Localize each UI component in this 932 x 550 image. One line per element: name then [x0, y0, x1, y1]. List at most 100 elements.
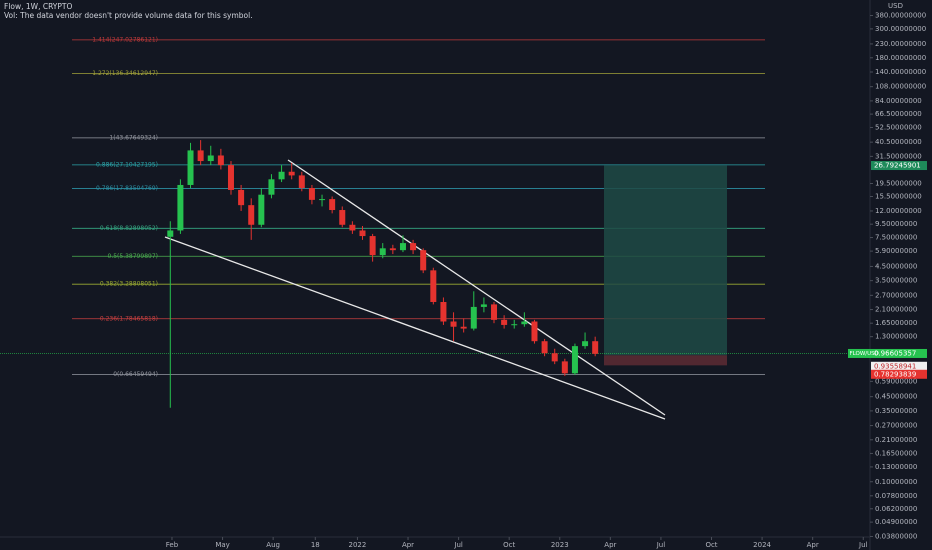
x-tick-label: Apr	[402, 541, 414, 549]
fib-label: 1.272(136.34612947)	[92, 70, 158, 77]
fib-label: 1.414(247.02786121)	[92, 36, 158, 43]
y-tick-label: 0.21000000	[875, 436, 917, 444]
fib-label: 0.786(17.83504769)	[96, 185, 158, 192]
candle-body	[298, 175, 305, 189]
candle-body	[177, 184, 184, 231]
profit-zone	[604, 165, 727, 356]
y-tick-label: 380.00000000	[875, 12, 926, 20]
y-tick-label: 3.50000000	[875, 277, 917, 285]
candle-body	[268, 179, 275, 195]
position-group	[0, 165, 870, 366]
candle-body	[440, 301, 447, 322]
candle-body	[359, 230, 366, 237]
y-tick-label: 180.00000000	[875, 54, 926, 62]
y-tick-label: 0.35000000	[875, 407, 917, 415]
y-tick-label: 0.45000000	[875, 393, 917, 401]
y-tick-label: 140.00000000	[875, 68, 926, 76]
current-price-label: 0.96605357	[874, 349, 916, 357]
trend-line	[287, 159, 666, 416]
y-tick-label: 40.50000000	[875, 138, 922, 146]
x-tick-label: Jul	[453, 541, 463, 549]
y-tick-label: 15.50000000	[875, 192, 922, 200]
x-tick-label: Jul	[656, 541, 666, 549]
x-tick-label: 2022	[349, 541, 367, 549]
x-tick-label: May	[215, 541, 229, 549]
y-tick-label: 4.50000000	[875, 262, 917, 270]
y-tick-label: 0.03800000	[875, 532, 917, 540]
x-tick-label: Feb	[166, 541, 179, 549]
candle-body	[420, 250, 427, 271]
stop-label: 0.78293839	[874, 370, 916, 378]
y-tick-label: 9.50000000	[875, 220, 917, 228]
y-tick-label: 1.30000000	[875, 333, 917, 341]
x-tick-label: Apr	[604, 541, 616, 549]
y-tick-label: 0.59000000	[875, 377, 917, 385]
y-tick-label: 300.00000000	[875, 25, 926, 33]
y-tick-label: 66.50000000	[875, 110, 922, 118]
y-tick-label: 0.04900000	[875, 518, 917, 526]
candle-body	[521, 321, 528, 325]
y-tick-label: 0.13000000	[875, 463, 917, 471]
y-tick-label: 0.10000000	[875, 478, 917, 486]
candle-body	[187, 150, 194, 185]
target-label-box	[871, 161, 927, 171]
x-tick-label: Aug	[266, 541, 280, 549]
candle-body	[460, 326, 467, 329]
x-tick-label: Oct	[503, 541, 515, 549]
fib-label: 0(0.66459494)	[113, 371, 158, 378]
candle-body	[480, 304, 487, 307]
candle-body	[349, 224, 356, 231]
entry-label: 0.93558941	[874, 362, 916, 370]
fib-label: 0.5(5.38799897)	[108, 253, 159, 260]
current-price-label-box	[871, 348, 927, 358]
candle-body	[410, 243, 417, 251]
candle-body	[207, 155, 214, 162]
candle-body	[329, 199, 336, 211]
candle-body	[227, 165, 234, 190]
candle-body	[561, 361, 568, 374]
fib-label: 0.886(27.10427195)	[96, 161, 158, 168]
y-tick-label: 108.00000000	[875, 83, 926, 91]
candle-body	[501, 319, 508, 325]
y-tick-label: 5.90000000	[875, 247, 917, 255]
target-label: 26.79245901	[874, 162, 921, 170]
x-tick-label: Jul	[858, 541, 868, 549]
chart-title: Flow, 1W, CRYPTO	[4, 2, 72, 11]
y-tick-label: 31.50000000	[875, 152, 922, 160]
y-tick-label: 0.16500000	[875, 449, 917, 457]
candle-body	[491, 304, 498, 320]
y-tick-label: 19.50000000	[875, 180, 922, 188]
candle-body	[541, 341, 548, 354]
symbol-label: FLOW/USD	[850, 351, 879, 357]
candle-body	[278, 171, 285, 180]
axes: 380.00000000300.00000000230.00000000180.…	[166, 12, 927, 549]
candle-body	[511, 324, 518, 326]
candle-body	[582, 341, 589, 347]
y-tick-label: 2.10000000	[875, 306, 917, 314]
candle-body	[339, 210, 346, 225]
candle-body	[551, 353, 558, 362]
x-tick-label: 2024	[753, 541, 771, 549]
y-tick-label: 7.50000000	[875, 234, 917, 242]
y-tick-label: 0.06200000	[875, 505, 917, 513]
x-tick-label: Oct	[705, 541, 717, 549]
candle-body	[571, 346, 578, 374]
candle-body	[450, 321, 457, 327]
candle-body	[308, 188, 315, 200]
stop-label-box	[871, 369, 927, 379]
candle-body	[389, 248, 396, 251]
candle-body	[238, 189, 245, 206]
y-tick-label: 52.50000000	[875, 123, 922, 131]
trend-line	[164, 236, 666, 420]
candle-body	[379, 248, 386, 256]
y-tick-label: 0.07800000	[875, 492, 917, 500]
candle-body	[430, 270, 437, 302]
candle-body	[288, 171, 295, 176]
y-tick-label: 12.00000000	[875, 207, 922, 215]
candles	[167, 140, 599, 408]
candle-body	[399, 243, 406, 251]
candle-body	[248, 205, 255, 225]
candle-body	[167, 230, 174, 237]
